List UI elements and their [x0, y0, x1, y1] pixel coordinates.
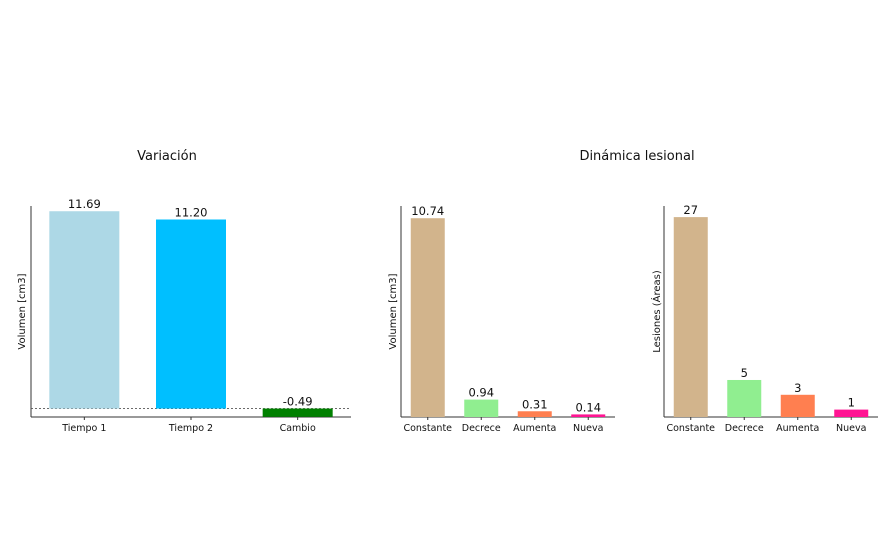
bar-nueva [571, 414, 606, 417]
x-tick-label: Constante [666, 423, 715, 434]
bar-tiempo-1 [49, 211, 120, 409]
data-label: 3 [794, 381, 801, 395]
x-tick-label: Aumenta [776, 423, 819, 434]
data-label: 11.20 [175, 206, 208, 220]
bar-aumenta [780, 394, 815, 417]
data-label: 5 [741, 366, 748, 380]
bar-decrece [464, 399, 499, 417]
bar-decrece [727, 379, 762, 417]
x-tick-label: Aumenta [513, 423, 556, 434]
bar-nueva [834, 409, 869, 417]
x-tick-label: Decrece [725, 423, 764, 434]
data-label: 10.74 [411, 204, 444, 218]
x-tick-label: Cambio [280, 423, 316, 434]
x-tick-label: Nueva [836, 423, 866, 434]
data-label: 0.94 [468, 386, 494, 400]
lesion-count-chart: Lesiones (Áreas) 27 Constante 5 Decrece 3 Aume… [650, 203, 878, 434]
x-tick-label: Tiempo 1 [61, 423, 106, 434]
y-axis-label: Volumen [cm3] [388, 273, 399, 349]
data-label: 1 [848, 396, 855, 410]
variation-chart: Volumen [cm3] 11.69 Tiempo 1 11.20 Tiempo 2 -… [17, 197, 351, 434]
y-axis-label: Volumen [cm3] [17, 273, 28, 349]
y-axis-label: Lesiones (Áreas) [650, 270, 663, 353]
variation-title: Variación [137, 149, 197, 164]
data-label: 0.14 [575, 400, 601, 414]
x-tick-label: Constante [403, 423, 452, 434]
bar-tiempo-2 [156, 219, 226, 409]
bar-constante [410, 218, 445, 417]
x-tick-label: Decrece [462, 423, 501, 434]
bar-cambio [262, 408, 333, 417]
data-label: 0.31 [522, 397, 548, 411]
data-label: 11.69 [68, 197, 101, 211]
data-label: 27 [683, 203, 698, 217]
x-tick-label: Nueva [573, 423, 603, 434]
bar-constante [673, 217, 708, 417]
bar-aumenta [517, 411, 552, 417]
x-tick-label: Tiempo 2 [168, 423, 213, 434]
volume-dynamics-chart: Volumen [cm3] 10.74 Constante 0.94 Decrece 0.… [388, 204, 615, 434]
dynamics-title: Dinámica lesional [579, 149, 694, 164]
data-label: -0.49 [283, 395, 313, 409]
